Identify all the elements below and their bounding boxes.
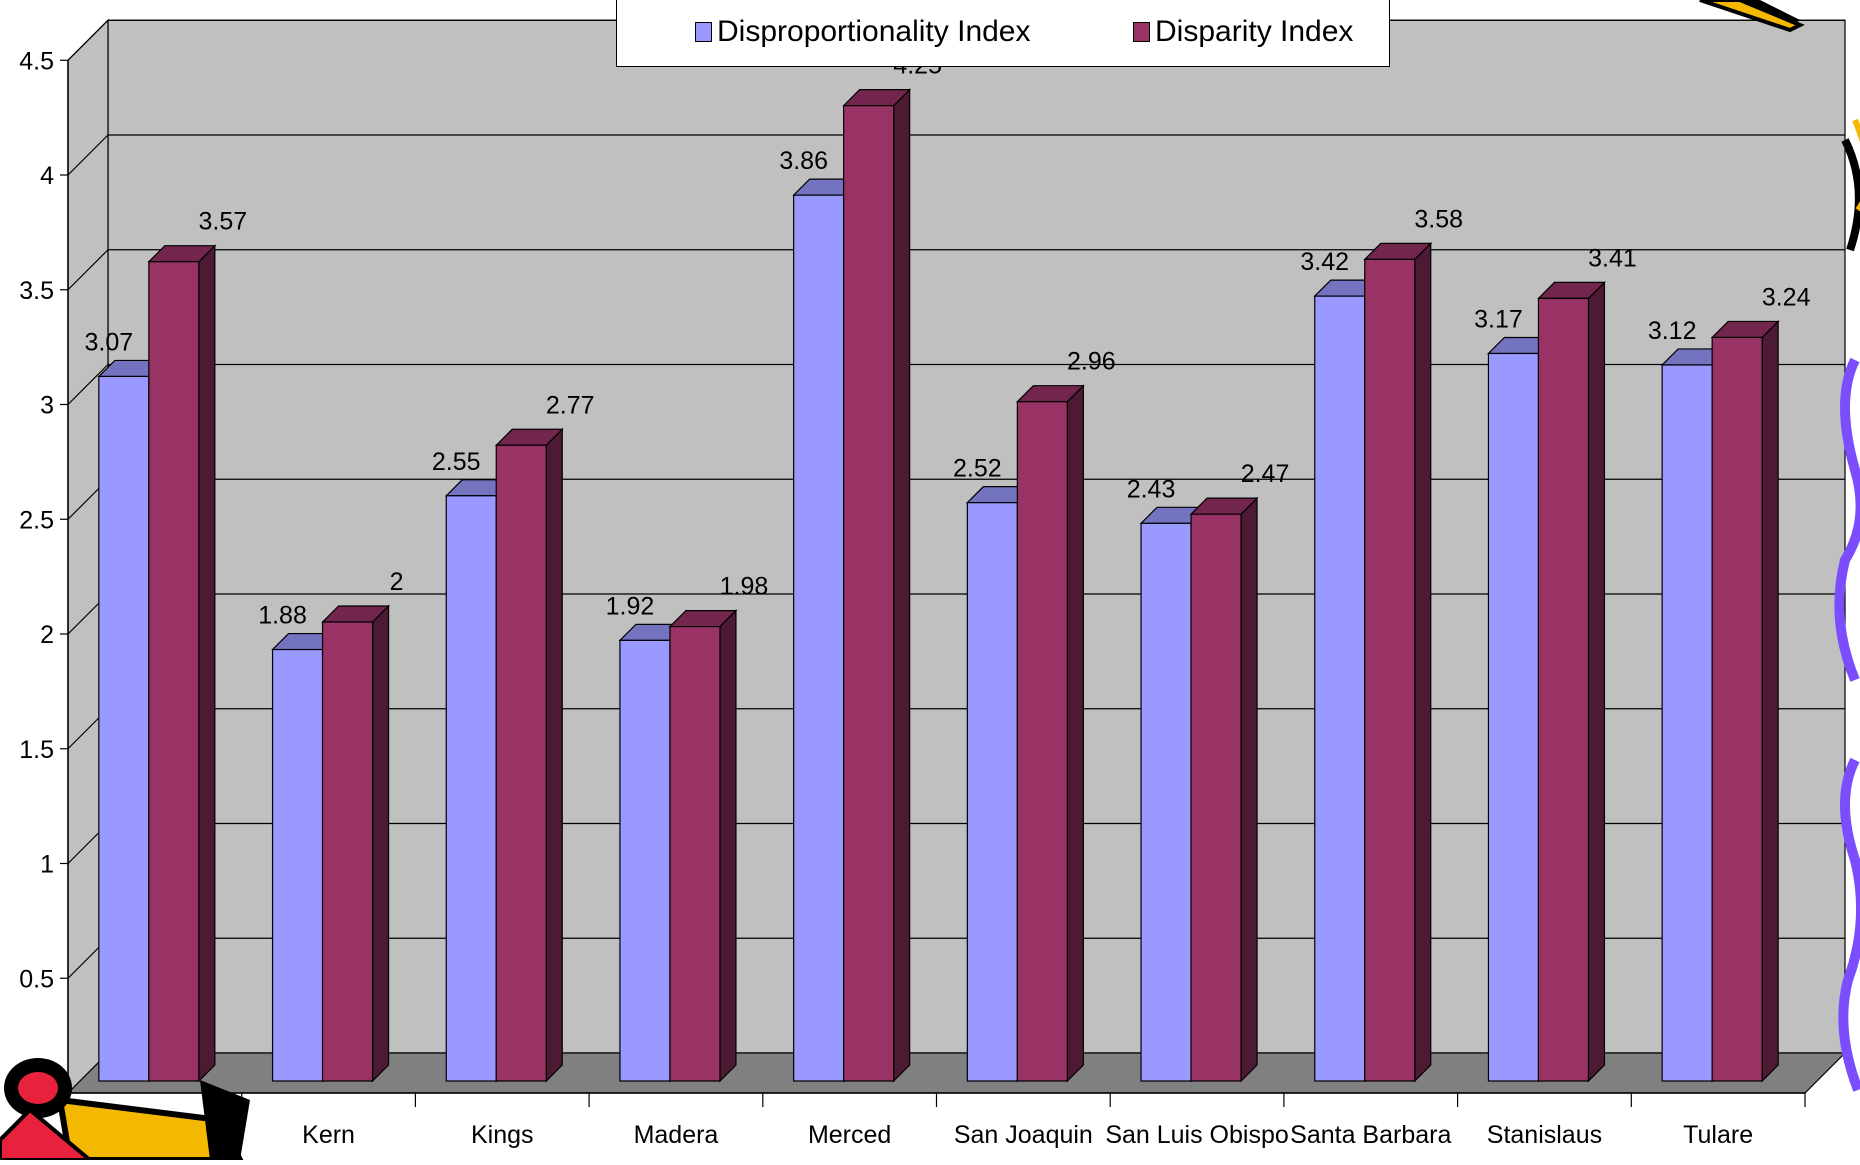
x-tick-label: Tulare xyxy=(1683,1121,1753,1149)
x-tick-label: San Luis Obispo xyxy=(1105,1121,1288,1149)
gridline-side xyxy=(67,249,109,291)
bar-disproportionality xyxy=(619,639,671,1082)
bar-disparity xyxy=(1190,513,1242,1082)
data-label: 2.43 xyxy=(1127,475,1176,503)
legend-swatch-icon xyxy=(1133,22,1150,42)
data-label: 3.41 xyxy=(1588,244,1637,272)
bar-disproportionality xyxy=(1661,364,1713,1082)
gridline-side xyxy=(67,364,109,405)
x-tick-label: San Joaquin xyxy=(954,1121,1093,1149)
data-label: 3.86 xyxy=(779,147,828,175)
legend-item-disparity: Disparity Index xyxy=(1133,12,1353,52)
x-tick-label: Fresno xyxy=(116,1121,194,1149)
bar-side-1 xyxy=(1414,241,1432,1083)
data-label: 2.55 xyxy=(432,448,481,476)
bar-disparity xyxy=(843,105,895,1082)
data-label: 1.88 xyxy=(258,602,307,630)
bar-side-1 xyxy=(1240,496,1258,1083)
bar-disproportionality xyxy=(1487,352,1540,1082)
bar-disproportionality xyxy=(445,495,497,1082)
data-label: 3.57 xyxy=(199,208,248,236)
y-tick-label: 2 xyxy=(40,621,54,649)
data-label: 2.77 xyxy=(546,391,595,419)
x-tick-label: Santa Barbara xyxy=(1290,1121,1451,1149)
x-tick-label: Kern xyxy=(302,1121,355,1149)
data-label: 3.17 xyxy=(1474,305,1523,333)
data-label: 2.96 xyxy=(1067,348,1116,376)
data-label: 2.52 xyxy=(953,455,1002,483)
bar-disparity xyxy=(1364,258,1416,1082)
bar-disproportionality xyxy=(1140,522,1192,1082)
bar-disproportionality xyxy=(1314,295,1366,1082)
bar-side-1 xyxy=(1587,280,1606,1083)
y-tick-label: 4 xyxy=(40,162,54,190)
bar-side-1 xyxy=(545,427,563,1083)
y-tick-label: 1.5 xyxy=(19,736,54,764)
chart-legend: Disproportionality Index Disparity Index xyxy=(616,0,1390,67)
data-label: 2.47 xyxy=(1241,460,1290,488)
bar-disproportionality xyxy=(271,648,324,1082)
bar-disparity xyxy=(148,261,200,1082)
legend-item-disproportionality: Disproportionality Index xyxy=(695,12,1031,52)
y-tick-label: 4.5 xyxy=(19,47,54,75)
gridline-side xyxy=(67,19,109,61)
bar-side-1 xyxy=(1761,319,1779,1083)
y-tick-label: 3.5 xyxy=(19,277,54,305)
y-tick-label: 2.5 xyxy=(19,506,54,534)
bar-disparity xyxy=(669,625,721,1082)
data-label: 3.07 xyxy=(85,328,134,356)
y-tick-label: 3 xyxy=(40,392,54,420)
bar-disparity xyxy=(1016,401,1068,1082)
bar-disparity xyxy=(1537,297,1590,1082)
data-label: 1.98 xyxy=(720,573,769,601)
bar-disproportionality xyxy=(966,502,1018,1082)
x-tick-label: Merced xyxy=(808,1121,891,1149)
bar-disparity xyxy=(495,444,547,1082)
data-label: 3.12 xyxy=(1648,317,1697,345)
bar-disparity xyxy=(321,621,374,1082)
data-label: 3.24 xyxy=(1762,283,1811,311)
data-label: 2 xyxy=(390,568,404,596)
data-label: 1.92 xyxy=(606,592,655,620)
bar-disparity xyxy=(1711,336,1763,1082)
x-tick-label: Madera xyxy=(634,1121,719,1149)
x-tick-label: Kings xyxy=(471,1121,534,1149)
bar-side-1 xyxy=(1066,384,1084,1083)
x-tick-label: Stanislaus xyxy=(1487,1121,1602,1149)
bar-side-1 xyxy=(198,244,216,1083)
legend-label: Disparity Index xyxy=(1155,15,1354,48)
bar-side-1 xyxy=(371,604,390,1083)
gridline-side xyxy=(67,134,109,176)
y-tick-label: 1 xyxy=(40,851,54,879)
y-tick-label: 0.5 xyxy=(19,965,54,993)
legend-swatch-icon xyxy=(695,22,712,42)
data-label: 3.42 xyxy=(1300,248,1349,276)
legend-label: Disproportionality Index xyxy=(717,15,1031,48)
bar-disproportionality xyxy=(793,194,845,1082)
data-label: 3.58 xyxy=(1414,205,1463,233)
bar-side-1 xyxy=(893,88,911,1083)
bar-side-1 xyxy=(719,609,737,1083)
bar-disproportionality xyxy=(98,375,150,1082)
